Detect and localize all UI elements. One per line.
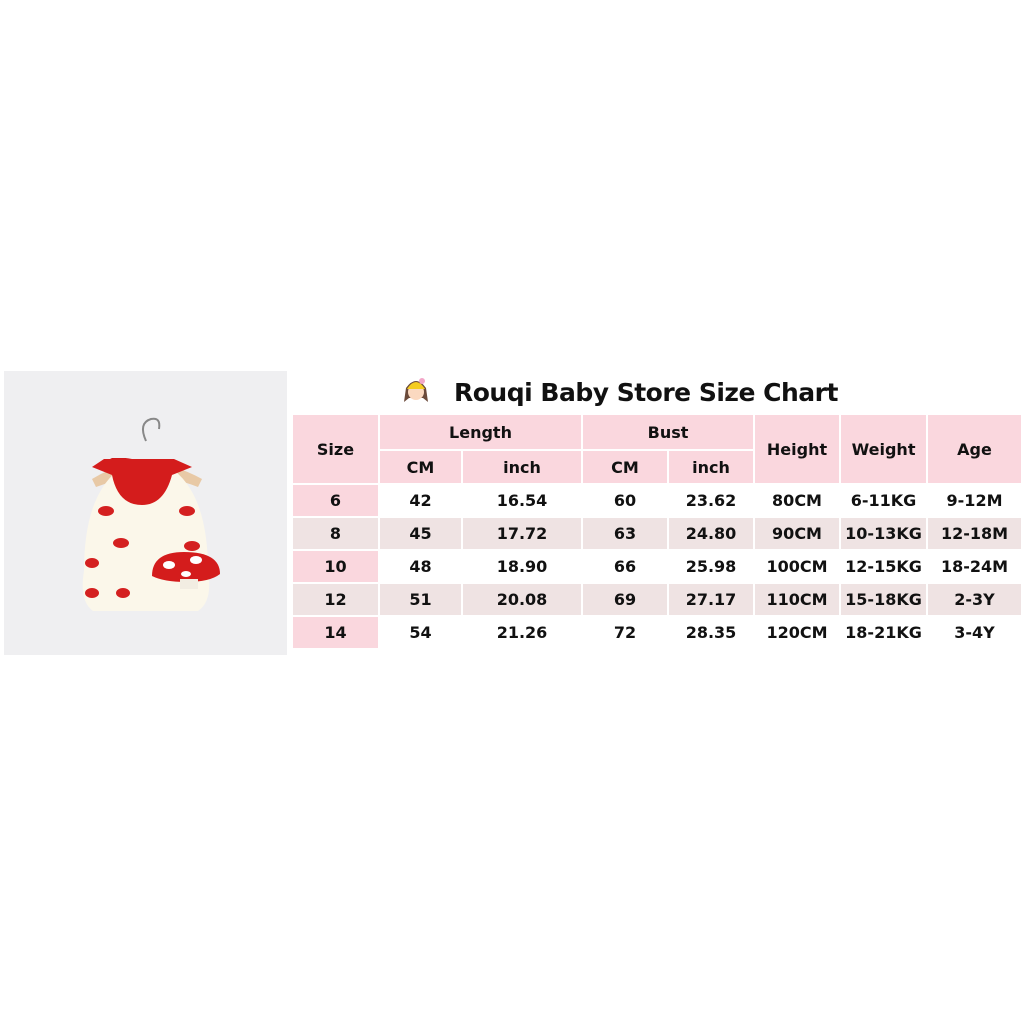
- cell-height: 120CM: [753, 615, 842, 650]
- cell-height: 90CM: [753, 516, 842, 551]
- cell-length-cm: 42: [378, 483, 463, 518]
- header-length-cm: CM: [378, 449, 463, 485]
- cell-age: 2-3Y: [926, 582, 1024, 617]
- cell-height: 100CM: [753, 549, 842, 584]
- table-row: 14 54 21.26 72 28.35 120CM 18-21KG 3-4Y: [291, 615, 1024, 650]
- cell-length-inch: 16.54: [461, 483, 583, 518]
- cell-length-inch: 21.26: [461, 615, 583, 650]
- cell-bust-inch: 23.62: [666, 483, 756, 518]
- product-photo: [4, 371, 287, 655]
- header-age: Age: [926, 413, 1024, 485]
- cell-bust-cm: 69: [581, 582, 669, 617]
- cell-weight: 15-18KG: [839, 582, 929, 617]
- cell-bust-cm: 66: [581, 549, 669, 584]
- cell-age: 3-4Y: [926, 615, 1024, 650]
- cell-bust-inch: 25.98: [666, 549, 756, 584]
- cell-weight: 18-21KG: [839, 615, 929, 650]
- cell-bust-cm: 72: [581, 615, 669, 650]
- table-row: 10 48 18.90 66 25.98 100CM 12-15KG 18-24M: [291, 549, 1024, 584]
- cell-bust-cm: 60: [581, 483, 669, 518]
- header-bust-cm: CM: [581, 449, 669, 485]
- cell-bust-inch: 28.35: [666, 615, 756, 650]
- cell-length-inch: 17.72: [461, 516, 583, 551]
- cell-height: 80CM: [753, 483, 842, 518]
- cell-age: 9-12M: [926, 483, 1024, 518]
- cell-size: 14: [291, 615, 380, 650]
- cell-size: 12: [291, 582, 380, 617]
- cell-length-cm: 48: [378, 549, 463, 584]
- cell-size: 8: [291, 516, 380, 551]
- header-size: Size: [291, 413, 380, 485]
- header-bust-inch: inch: [666, 449, 756, 485]
- table-row: 12 51 20.08 69 27.17 110CM 15-18KG 2-3Y: [291, 582, 1024, 617]
- cell-height: 110CM: [753, 582, 842, 617]
- table-row: 6 42 16.54 60 23.62 80CM 6-11KG 9-12M: [291, 483, 1024, 518]
- header-bust: Bust: [580, 413, 756, 451]
- header-weight: Weight: [839, 413, 929, 485]
- header-length: Length: [378, 413, 583, 451]
- cell-age: 18-24M: [926, 549, 1024, 584]
- cell-length-cm: 51: [378, 582, 463, 617]
- cell-bust-cm: 63: [581, 516, 669, 551]
- cell-weight: 6-11KG: [839, 483, 929, 518]
- header-length-inch: inch: [461, 449, 583, 485]
- chart-title: Rouqi Baby Store Size Chart: [400, 374, 838, 410]
- header-height: Height: [753, 413, 842, 485]
- girl-emoji-icon: [400, 374, 432, 410]
- cell-length-cm: 54: [378, 615, 463, 650]
- cell-weight: 10-13KG: [839, 516, 929, 551]
- cell-length-cm: 45: [378, 516, 463, 551]
- cell-bust-inch: 27.17: [666, 582, 756, 617]
- cell-weight: 12-15KG: [839, 549, 929, 584]
- table-row: 8 45 17.72 63 24.80 90CM 10-13KG 12-18M: [291, 516, 1024, 551]
- cell-bust-inch: 24.80: [666, 516, 756, 551]
- size-chart-table: Size Length Bust Height Weight Age CM in…: [291, 413, 1024, 650]
- cell-size: 10: [291, 549, 380, 584]
- cell-age: 12-18M: [926, 516, 1024, 551]
- cell-length-inch: 18.90: [461, 549, 583, 584]
- page-title: Rouqi Baby Store Size Chart: [454, 377, 838, 407]
- cell-length-inch: 20.08: [461, 582, 583, 617]
- cell-size: 6: [291, 483, 380, 518]
